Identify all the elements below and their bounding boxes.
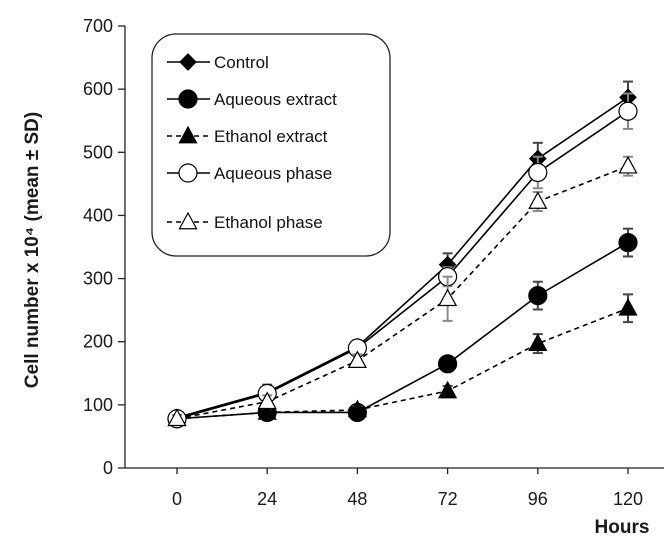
data-point [528,333,548,351]
data-point [528,162,548,183]
data-point [257,391,277,410]
data-point [347,399,367,418]
x-tick-label: 0 [172,489,182,509]
legend-entry-label: Ethanol phase [214,213,323,232]
y-tick-label: 600 [83,79,113,99]
series-line [176,307,629,420]
data-point [347,350,367,369]
y-tick-label: 200 [83,332,113,352]
series-line [176,96,629,419]
legend-marker [178,89,198,109]
data-point [438,380,458,399]
y-tick-label: 400 [83,205,113,225]
x-tick-label: 48 [347,489,367,509]
y-tick-label: 500 [83,142,113,162]
x-tick-label: 96 [528,489,548,509]
y-tick-label: 700 [83,16,113,36]
data-point [618,101,638,121]
legend-marker [179,53,197,71]
data-point [438,288,458,307]
y-axis-label: Cell number x 10⁴ (mean ± SD) [22,112,43,388]
series-aqueous-extract [167,227,638,429]
data-point [257,402,277,420]
legend-entry-label: Aqueous extract [214,90,337,109]
legend-box [151,33,391,257]
legend-marker [178,211,198,230]
axes [124,26,664,469]
y-tick-label: 100 [83,395,113,415]
data-point [618,297,638,316]
legend: Control Aqueous extract Ethanol extract Aqu… [151,33,391,257]
series-ethanol-extract [167,293,638,427]
series-line [176,165,629,420]
data-point [528,286,548,306]
y-tick-label: 0 [103,458,113,478]
y-tick-label: 300 [83,269,113,289]
series-layer [167,80,638,429]
x-tick-label: 24 [257,489,277,509]
x-axis-ticks: 0 24 48 72 96 120 [172,468,643,509]
legend-marker [178,163,198,183]
legend-entry-label: Ethanol extract [214,127,328,146]
data-point [167,408,187,427]
series-line [176,110,629,420]
series-ethanol-phase [167,155,638,427]
x-axis-label: Hours [595,517,650,538]
x-tick-label: 120 [613,489,643,509]
legend-marker [178,125,198,144]
legend-entry-label: Control [214,53,269,72]
x-tick-label: 72 [438,489,458,509]
legend-entry-label: Aqueous phase [214,164,332,183]
y-axis-ticks: 0 100 200 300 400 500 600 700 [83,16,125,478]
data-point [618,155,638,174]
data-point [438,354,458,374]
data-point [528,191,548,209]
data-point [618,232,638,253]
